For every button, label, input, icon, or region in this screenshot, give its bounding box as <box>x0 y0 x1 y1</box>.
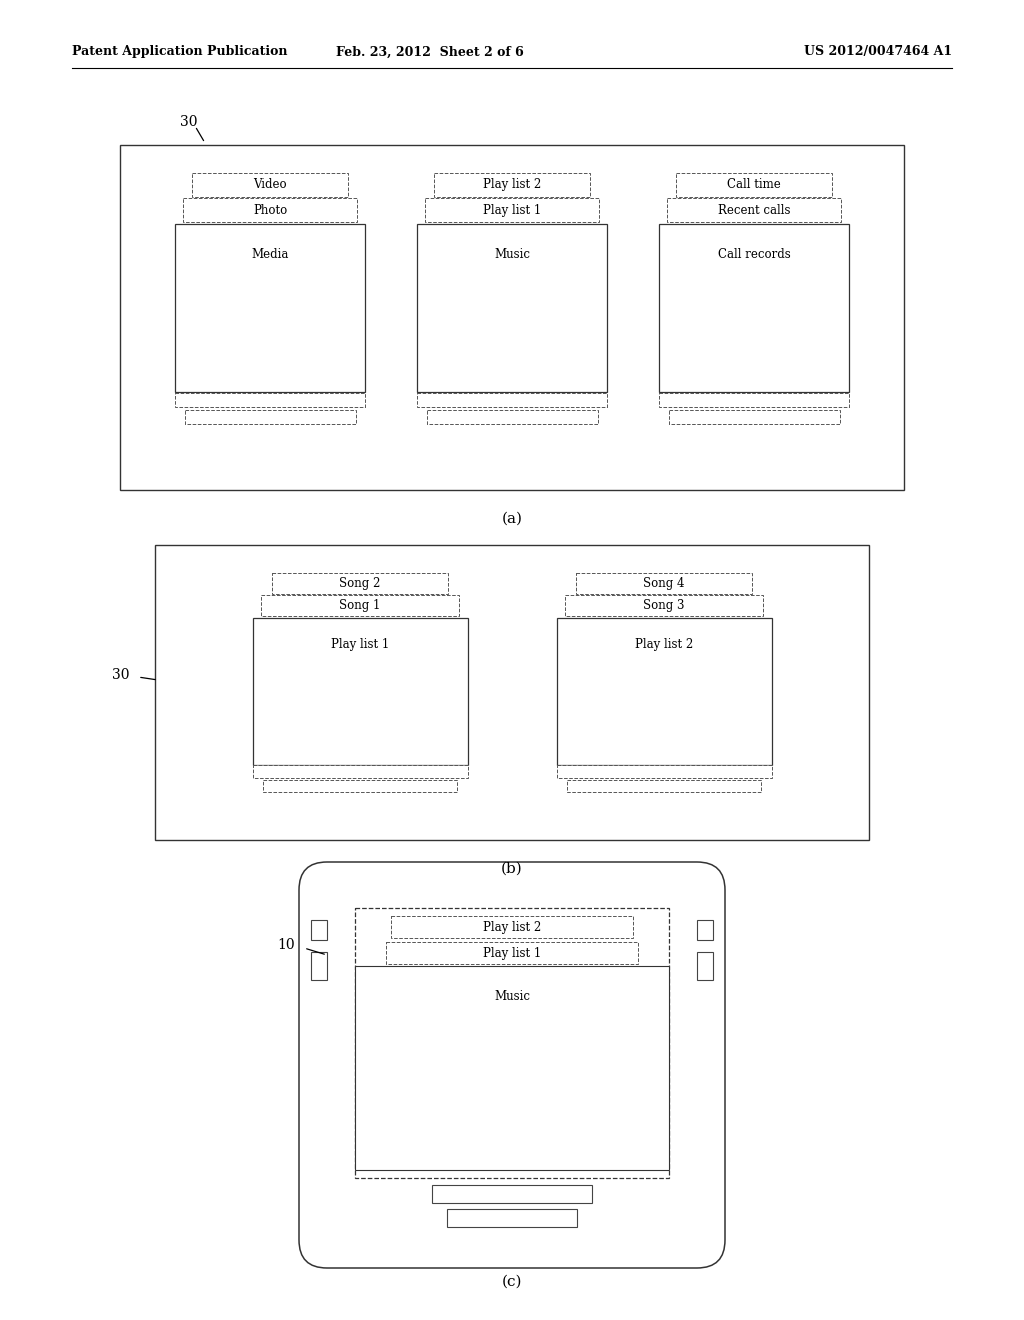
Text: Play list 1: Play list 1 <box>483 203 541 216</box>
Bar <box>659 393 849 407</box>
Bar <box>311 952 327 979</box>
Text: Play list 1: Play list 1 <box>483 946 541 960</box>
Text: Song 3: Song 3 <box>643 599 685 612</box>
Bar <box>417 224 607 392</box>
Text: Recent calls: Recent calls <box>718 203 791 216</box>
Text: Song 2: Song 2 <box>339 577 381 590</box>
Text: Music: Music <box>494 990 530 1003</box>
Bar <box>447 1209 577 1228</box>
Text: 30: 30 <box>112 668 129 682</box>
Text: Music: Music <box>494 248 530 261</box>
Bar <box>669 409 840 424</box>
Text: Play list 1: Play list 1 <box>331 638 389 651</box>
Bar <box>355 966 669 1170</box>
Text: Play list 2: Play list 2 <box>635 638 693 651</box>
Text: Song 1: Song 1 <box>339 599 381 612</box>
Text: Call records: Call records <box>718 248 791 261</box>
Bar <box>120 145 904 490</box>
Bar <box>175 393 365 407</box>
Bar <box>311 920 327 940</box>
Text: Feb. 23, 2012  Sheet 2 of 6: Feb. 23, 2012 Sheet 2 of 6 <box>336 45 524 58</box>
Bar <box>391 916 633 939</box>
Bar <box>556 766 771 777</box>
Bar <box>386 942 638 964</box>
Text: Song 4: Song 4 <box>643 577 685 590</box>
Bar <box>253 766 468 777</box>
Bar <box>175 224 365 392</box>
Text: Call time: Call time <box>727 178 781 191</box>
Bar <box>271 573 449 594</box>
Bar <box>184 409 355 424</box>
Text: Photo: Photo <box>253 203 287 216</box>
Text: Play list 2: Play list 2 <box>483 178 541 191</box>
Bar <box>565 595 763 616</box>
Text: Play list 2: Play list 2 <box>483 920 541 933</box>
Bar <box>432 1185 592 1203</box>
Bar <box>427 409 597 424</box>
Bar <box>193 173 348 197</box>
Text: US 2012/0047464 A1: US 2012/0047464 A1 <box>804 45 952 58</box>
Text: 30: 30 <box>180 115 198 129</box>
Bar <box>425 198 599 222</box>
Bar <box>155 545 869 840</box>
Text: Media: Media <box>251 248 289 261</box>
Text: 10: 10 <box>278 939 295 952</box>
Bar <box>355 908 669 1177</box>
Bar <box>253 618 468 764</box>
Text: (a): (a) <box>502 512 522 525</box>
Bar <box>676 173 831 197</box>
Bar <box>575 573 753 594</box>
Bar <box>417 393 607 407</box>
Bar <box>567 780 761 792</box>
Bar <box>263 780 457 792</box>
Bar <box>659 224 849 392</box>
Bar <box>434 173 590 197</box>
Text: (b): (b) <box>501 862 523 876</box>
Bar <box>182 198 357 222</box>
Text: Patent Application Publication: Patent Application Publication <box>72 45 288 58</box>
Text: (c): (c) <box>502 1275 522 1290</box>
Bar <box>697 920 713 940</box>
Text: Video: Video <box>253 178 287 191</box>
FancyBboxPatch shape <box>299 862 725 1269</box>
Bar <box>697 952 713 979</box>
Bar <box>556 618 771 764</box>
Bar <box>261 595 459 616</box>
Bar <box>667 198 842 222</box>
